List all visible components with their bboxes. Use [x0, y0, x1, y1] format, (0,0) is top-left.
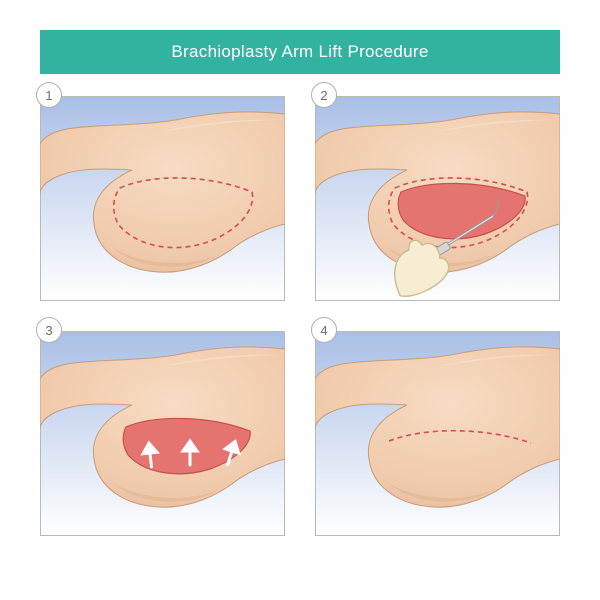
panel-step-4: 4: [315, 331, 560, 536]
illustration: [40, 96, 285, 301]
illustration: [315, 96, 560, 301]
step-badge: 1: [36, 82, 62, 108]
panel-step-3: 3: [40, 331, 285, 536]
step-badge: 3: [36, 317, 62, 343]
step-badge: 4: [311, 317, 337, 343]
panel-step-1: 1: [40, 96, 285, 301]
page-title: Brachioplasty Arm Lift Procedure: [171, 42, 428, 62]
illustration: [40, 331, 285, 536]
step-badge: 2: [311, 82, 337, 108]
title-bar: Brachioplasty Arm Lift Procedure: [40, 30, 560, 74]
panel-step-2: 2: [315, 96, 560, 301]
panel-grid: 1 2: [40, 96, 560, 536]
illustration: [315, 331, 560, 536]
